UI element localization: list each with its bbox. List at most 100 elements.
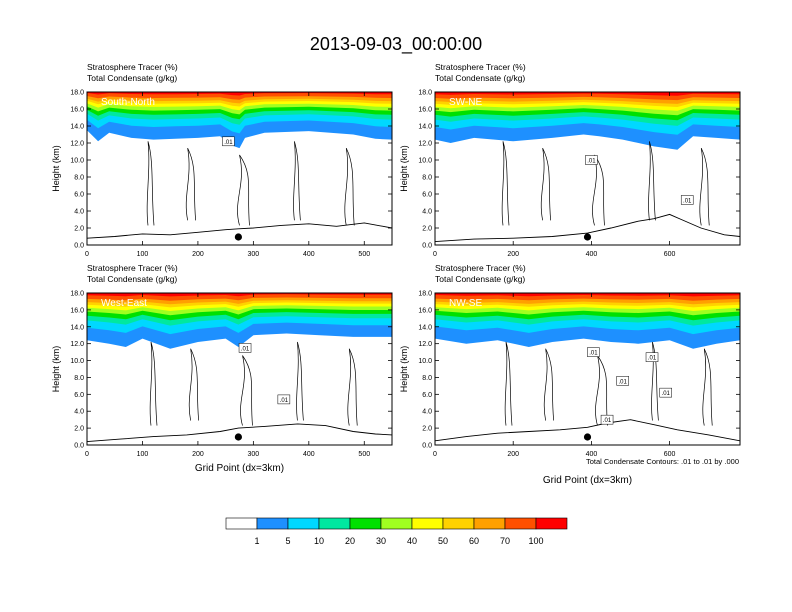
panel-title-line2: Total Condensate (g/kg) [87, 274, 177, 284]
contour-label-box [645, 352, 659, 362]
contour-label-box [238, 343, 252, 353]
x-tick-label: 0 [433, 251, 437, 258]
y-tick-label: 8.0 [422, 175, 432, 182]
y-tick-label: 8.0 [74, 375, 84, 382]
condensate-contour [149, 341, 158, 426]
point-marker [583, 433, 592, 441]
contour-label: .01 [587, 159, 596, 165]
x-tick-label: 0 [85, 451, 89, 458]
panel-title-line1: Stratosphere Tracer (%) [435, 62, 526, 72]
contour-label: .01 [224, 140, 233, 146]
y-tick-label: 18.0 [418, 90, 432, 97]
y-tick-label: 12.0 [70, 341, 84, 348]
condensate-contour [702, 348, 713, 426]
colorbar-label: 50 [438, 536, 448, 546]
y-tick-label: 16.0 [70, 107, 84, 114]
y-tick-label: 10.0 [418, 358, 432, 365]
y-tick-label: 0.0 [422, 243, 432, 250]
y-axis-label: Height (km) [51, 346, 61, 393]
y-tick-label: 6.0 [422, 192, 432, 199]
x-tick-label: 500 [358, 451, 370, 458]
y-tick-label: 16.0 [418, 107, 432, 114]
condensate-contour [592, 154, 605, 226]
x-tick-label: 200 [192, 251, 204, 258]
contour-label-box [600, 414, 614, 425]
condensate-contour [501, 141, 510, 226]
x-tick-label: 0 [433, 451, 437, 458]
colorbar-label: 10 [314, 536, 324, 546]
y-tick-label: 6.0 [74, 392, 84, 399]
tracer-band-100 [435, 293, 740, 297]
panel-label: SW-NE [449, 97, 482, 108]
panel-label: West-East [101, 298, 147, 309]
panel-label: NW-SE [449, 298, 482, 309]
contour-label-box [659, 387, 672, 398]
figure-title: 2013-09-03_00:00:00 [310, 34, 482, 55]
contour-label-box [277, 394, 291, 405]
y-tick-label: 14.0 [418, 124, 432, 131]
colorbar-box [442, 517, 475, 530]
y-tick-label: 0.0 [422, 443, 432, 450]
condensate-contour [648, 141, 656, 221]
y-tick-label: 6.0 [422, 392, 432, 399]
y-tick-label: 2.0 [74, 426, 84, 433]
x-tick-label: 300 [248, 451, 260, 458]
x-tick-label: 400 [303, 251, 315, 258]
condensate-contour [296, 341, 304, 421]
plot-area: .01 .01 [435, 92, 740, 245]
terrain-line [435, 213, 740, 243]
y-tick-label: 18.0 [418, 291, 432, 298]
colorbar-label: 60 [469, 536, 479, 546]
contour-label-box [222, 136, 235, 147]
y-tick-label: 12.0 [418, 141, 432, 148]
plot-area: .01 [87, 92, 392, 245]
colorbar-box [473, 517, 506, 530]
condensate-contour [185, 147, 196, 221]
contour-label: .01 [619, 379, 628, 385]
point-marker [583, 233, 592, 241]
panel-title-line2: Total Condensate (g/kg) [87, 73, 177, 83]
contour-label-box [587, 347, 600, 357]
y-tick-label: 2.0 [74, 226, 84, 233]
colorbar-label: 5 [285, 536, 290, 546]
x-tick-label: 400 [303, 451, 315, 458]
colorbar-box [287, 517, 320, 530]
colorbar-box [380, 517, 413, 530]
y-tick-label: 10.0 [70, 358, 84, 365]
contour-label: .01 [648, 356, 657, 362]
y-axis-label: Height (km) [51, 145, 61, 192]
colorbar-label: 40 [407, 536, 417, 546]
x-tick-label: 200 [507, 251, 519, 258]
panel-title-line1: Stratosphere Tracer (%) [87, 62, 178, 72]
x-tick-label: 0 [85, 251, 89, 258]
y-axis-label: Height (km) [399, 145, 409, 192]
contour-note: Total Condensate Contours: .01 to .01 by… [586, 457, 739, 466]
colorbar-label: 70 [500, 536, 510, 546]
colorbar-box [318, 517, 351, 530]
y-tick-label: 0.0 [74, 243, 84, 250]
y-tick-label: 4.0 [74, 409, 84, 416]
tracer-band-100 [435, 92, 740, 96]
plot-frame [434, 91, 741, 246]
x-tick-label: 500 [358, 251, 370, 258]
colorbar-box [535, 517, 568, 530]
panel: .01 .01 West-East Stratosphere Tracer (%)To… [51, 263, 393, 474]
y-tick-label: 2.0 [422, 226, 432, 233]
contour-label: .01 [241, 346, 250, 352]
panel-title-line1: Stratosphere Tracer (%) [435, 263, 526, 273]
y-tick-label: 10.0 [418, 158, 432, 165]
contour-label: .01 [589, 351, 598, 357]
condensate-contour [240, 355, 253, 426]
y-tick-label: 2.0 [422, 426, 432, 433]
plot-area: .01 .01 [87, 293, 392, 445]
y-tick-label: 18.0 [70, 90, 84, 97]
y-tick-label: 16.0 [70, 307, 84, 314]
condensate-contour [237, 154, 250, 226]
x-tick-label: 300 [248, 251, 260, 258]
colorbar: 1 5 10 20 30 40 50 60 70 100 [225, 517, 568, 546]
condensate-contour [651, 341, 659, 421]
x-tick-label: 100 [137, 251, 149, 258]
colorbar-label: 30 [376, 536, 386, 546]
condensate-contour [504, 341, 513, 426]
